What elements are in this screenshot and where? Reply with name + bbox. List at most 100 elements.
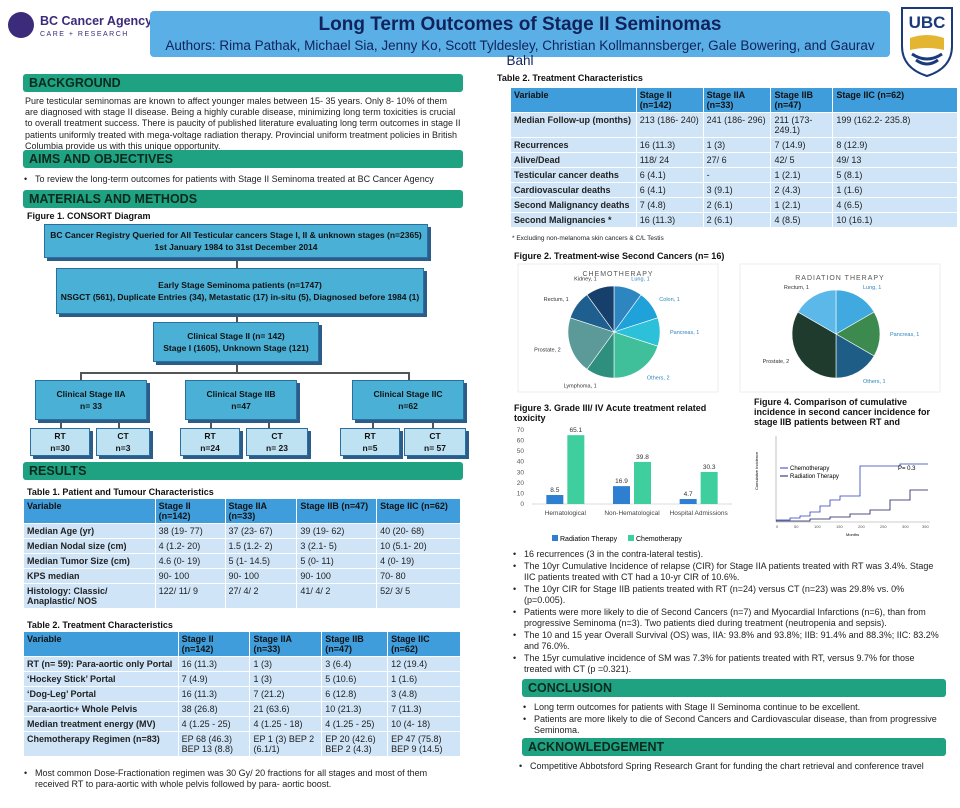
fig4-xtick: 50 <box>794 524 799 529</box>
row-label-cell: RT (n= 59): Para-aortic only Portal <box>23 656 179 672</box>
poster-authors: Authors: Rima Pathak, Michael Sia, Jenny… <box>165 38 875 68</box>
value-cell: 6 (4.1) <box>635 167 704 183</box>
fig3-bar-value: 65.1 <box>570 427 583 434</box>
consort-box-stage-ii-line1: Clinical Stage II (n= 142) <box>187 331 285 341</box>
pie-slice-label: Lung, 1 <box>863 285 881 291</box>
value-cell: 5 (1- 14.5) <box>224 553 298 569</box>
rad-pie-title: RADIATION THERAPY <box>795 275 884 282</box>
consort-leaf-iic-rt: RT n=5 <box>340 428 400 456</box>
pie-slice <box>613 331 659 379</box>
value-cell: 7 (11.3) <box>387 701 461 717</box>
fig4-p-value: P= 0.3 <box>898 466 916 472</box>
fig4-title: Figure 4. Comparison of cumulative incid… <box>754 397 931 427</box>
value-cell: 6 (12.8) <box>321 686 389 702</box>
table-row: KPS median 90- 100 90- 100 90- 100 70- 80 <box>23 568 461 584</box>
bc-cancer-logo-sub: CARE + RESEARCH <box>40 31 129 38</box>
value-cell: 2 (6.1) <box>702 212 772 228</box>
pie-slice-label: Rectum, 1 <box>544 297 569 303</box>
value-cell: 3 (9.1) <box>702 182 772 198</box>
table1-header-cell: Variable <box>23 498 156 524</box>
leaf-count: n=24 <box>200 443 220 453</box>
fig4-xtick: 100 <box>814 524 821 529</box>
poster-title: Long Term Outcomes of Stage II Seminomas <box>318 14 722 35</box>
value-cell: 49/ 13 <box>832 152 958 168</box>
row-label-cell: Cardiovascular deaths <box>510 182 637 198</box>
value-cell: EP 20 (42.6) BEP 2 (4.3) <box>321 731 389 757</box>
value-cell: 41/ 4/ 2 <box>296 583 378 609</box>
background-heading: BACKGROUND <box>23 74 463 92</box>
pie-slice-label: Colon, 1 <box>659 297 680 303</box>
value-cell: 1 (3) <box>702 137 772 153</box>
pie-slice <box>567 317 615 370</box>
table2-header-cell: Stage IIA (n=33) <box>249 631 323 657</box>
row-label-cell: Median Nodal size (cm) <box>23 538 156 554</box>
pie-slice <box>791 311 837 379</box>
value-cell: 38 (19- 77) <box>154 523 226 539</box>
fig3-ytick: 70 <box>517 427 525 434</box>
findings-list: 16 recurrences (3 in the contra-lateral … <box>510 549 940 676</box>
value-cell: 40 (20- 68) <box>376 523 461 539</box>
fig2-title: Figure 2. Treatment-wise Second Cancers … <box>514 251 725 261</box>
fig3-bar <box>700 471 718 504</box>
leaf-label: RT <box>54 431 66 441</box>
value-cell: 90- 100 <box>224 568 298 584</box>
value-cell: 21 (63.6) <box>249 701 323 717</box>
value-cell: 4 (1.2- 20) <box>154 538 226 554</box>
leaf-count: n=30 <box>50 443 70 453</box>
consort-leaf-iia-rt: RT n=30 <box>30 428 90 456</box>
value-cell: 52/ 3/ 5 <box>376 583 461 609</box>
consort-leaf-iib-ct: CT n= 23 <box>246 428 308 456</box>
row-label-cell: Median Tumor Size (cm) <box>23 553 156 569</box>
value-cell: 16 (11.3) <box>635 137 704 153</box>
value-cell: 12 (19.4) <box>387 656 461 672</box>
consort-box-stage-ii-line2: Stage I (1605), Unknown Stage (121) <box>163 343 309 353</box>
value-cell: 7 (4.8) <box>635 197 704 213</box>
value-cell: 1 (3) <box>249 656 323 672</box>
value-cell: 1 (1.6) <box>387 671 461 687</box>
acknowledgement-heading: ACKNOWLEDGEMENT <box>522 738 946 756</box>
fig3-bar <box>567 435 585 504</box>
pie-slice <box>797 289 837 335</box>
conclusion-list: Long term outcomes for patients with Sta… <box>520 702 940 737</box>
pie-slice-label: Prostate, 2 <box>763 359 790 365</box>
fig3-category-label: Hematological <box>545 510 587 517</box>
aims-list: To review the long-term outcomes for pat… <box>21 174 461 186</box>
table2-left-title: Table 2. Treatment Characteristics <box>27 620 173 630</box>
table-row: Cardiovascular deaths 6 (4.1) 3 (9.1) 2 (4.… <box>510 182 958 198</box>
row-label-cell: Recurrences <box>510 137 637 153</box>
pie-slice <box>835 333 875 379</box>
value-cell: 213 (186- 240) <box>635 112 704 138</box>
fig3-ytick: 40 <box>517 459 525 466</box>
row-label-cell: ‘Dog-Leg’ Portal <box>23 686 179 702</box>
fig3-bar <box>613 486 630 504</box>
background-text: Pure testicular seminomas are known to a… <box>25 96 461 151</box>
fig4-xlabel: Months <box>846 532 859 537</box>
value-cell: 4.6 (0- 19) <box>154 553 226 569</box>
table1-title: Table 1. Patient and Tumour Characterist… <box>27 487 214 497</box>
value-cell: - <box>702 167 772 183</box>
consort-box-early-stage: Early Stage Seminoma patients (n=1747) N… <box>56 268 424 314</box>
bc-cancer-logo-name: BC Cancer Agency <box>40 14 153 28</box>
consort-box-early-stage-line1: Early Stage Seminoma patients (n=1747) <box>158 280 322 290</box>
table-row: Testicular cancer deaths 6 (4.1) -1 (2.1) 5… <box>510 167 958 183</box>
value-cell: 16 (11.3) <box>635 212 704 228</box>
fig3-category-label: Non-Hematological <box>604 510 660 517</box>
rad-pie: Lung, 1 Pancreas, 1 Others, 1 Prostate, 2 Re… <box>763 285 920 385</box>
row-label-cell: Testicular cancer deaths <box>510 167 637 183</box>
table2r-header-cell: Stage II (n=142) <box>635 87 704 113</box>
value-cell: 5 (10.6) <box>321 671 389 687</box>
table-row: Histology: Classic/ Anaplastic/ NOS 122/ … <box>23 583 461 609</box>
table2-left: Variable Stage II (n=142) Stage IIA (n=3… <box>23 631 461 757</box>
fig4-ylabel: Cumulative Incidence <box>754 451 759 490</box>
fig4-ci-plot: Cumulative Incidence Months 0 50 100 150… <box>754 432 936 537</box>
fig3-ytick: 20 <box>517 480 525 487</box>
leaf-label: CT <box>271 431 283 441</box>
value-cell: 199 (162.2- 235.8) <box>832 112 958 138</box>
consort-leaf-iia-ct: CT n=3 <box>96 428 150 456</box>
value-cell: 27/ 6 <box>702 152 772 168</box>
row-label-cell: Alive/Dead <box>510 152 637 168</box>
value-cell: 8 (12.9) <box>832 137 958 153</box>
table-row: Median Nodal size (cm) 4 (1.2- 20) 1.5 (1.… <box>23 538 461 554</box>
fractionation-note-text: Most common Dose-Fractionation regimen w… <box>21 768 457 790</box>
fig4-xtick: 200 <box>858 524 865 529</box>
